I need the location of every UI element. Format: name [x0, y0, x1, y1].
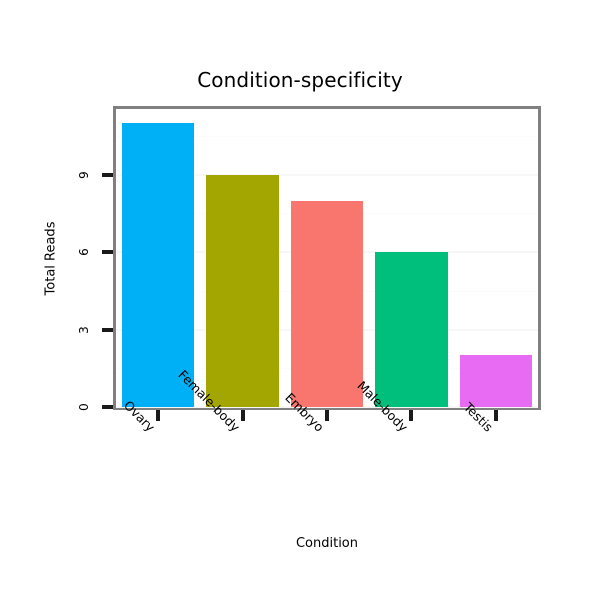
- x-tick-mark: [409, 410, 414, 421]
- y-tick-label: 6: [76, 248, 91, 257]
- x-tick-mark: [325, 410, 329, 421]
- chart-title: Condition-specificity: [197, 68, 403, 92]
- bar[interactable]: [290, 200, 364, 407]
- bar[interactable]: [459, 355, 533, 407]
- bar[interactable]: [206, 174, 279, 407]
- plot-area: [116, 109, 538, 408]
- y-tick-label: 0: [76, 403, 91, 411]
- x-tick-mark: [156, 410, 161, 421]
- y-axis: 0 3 6 9: [70, 106, 113, 411]
- bar[interactable]: [121, 123, 195, 407]
- x-axis-ticks: [113, 410, 541, 422]
- y-tick-label: 3: [76, 325, 91, 334]
- x-axis-title: Condition: [295, 536, 359, 551]
- bar[interactable]: [375, 252, 448, 407]
- gridline-major: [116, 173, 538, 176]
- y-axis-title: Total Reads: [43, 221, 59, 295]
- y-tick-mark: [102, 327, 113, 332]
- y-tick-mark: [102, 405, 113, 409]
- plot-panel: [113, 106, 541, 410]
- x-axis-tick-labels: Ovary Female-body Embryo Male-body Testis: [113, 367, 541, 524]
- y-tick-mark: [102, 172, 113, 177]
- gridline-major: [116, 406, 538, 408]
- y-tick-label: 9: [76, 170, 91, 179]
- y-tick-mark: [102, 250, 113, 255]
- gridline-minor: [116, 136, 538, 138]
- y-axis-title-wrap: Total Reads: [40, 106, 62, 410]
- x-tick-mark: [240, 410, 245, 421]
- x-tick-mark: [493, 410, 498, 421]
